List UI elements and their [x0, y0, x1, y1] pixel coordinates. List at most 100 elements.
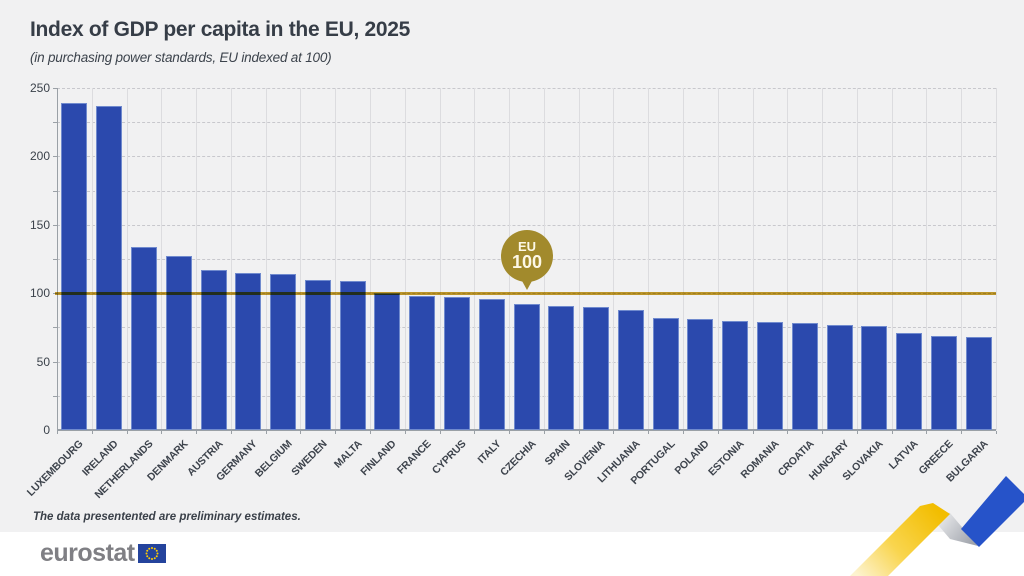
x-tick: [787, 431, 789, 434]
x-tick: [474, 431, 476, 434]
x-tick: [404, 431, 406, 434]
bar-bulgaria: [965, 336, 992, 430]
x-tick: [613, 431, 615, 434]
x-tick: [683, 431, 684, 434]
y-tick: [53, 190, 57, 192]
bar-latvia: [896, 332, 923, 430]
badge-label-eu: EU: [517, 238, 537, 254]
bar-france: [409, 295, 436, 430]
y-axis-line: [57, 88, 58, 430]
x-tick: [91, 431, 93, 434]
x-tick: [57, 431, 58, 434]
bar-poland: [687, 319, 714, 430]
bar-belgium: [270, 274, 297, 430]
x-tick: [926, 431, 928, 434]
x-axis-line: [57, 429, 996, 431]
badge-label-100: 100: [511, 252, 543, 273]
x-tick: [196, 431, 198, 434]
gridline-vertical: [787, 88, 789, 430]
eu-flag-star: [153, 547, 156, 550]
x-tick: [891, 431, 893, 434]
gridline-vertical: [265, 88, 267, 430]
bar-croatia: [791, 323, 818, 430]
y-axis-label: 150: [29, 217, 50, 232]
y-axis-label: 50: [36, 354, 50, 369]
x-tick: [370, 431, 371, 434]
gridline-vertical: [683, 88, 684, 430]
x-tick: [543, 431, 545, 434]
bar-netherlands: [130, 246, 157, 430]
eu-reference-line: [55, 292, 996, 296]
x-tick: [822, 431, 824, 434]
bar-lithuania: [617, 309, 644, 430]
eu-flag-icon: [137, 543, 166, 563]
eu-flag-star: [156, 552, 159, 554]
x-tick: [335, 431, 337, 434]
x-tick: [126, 431, 128, 434]
eu-flag-star: [145, 549, 148, 552]
gridline-horizontal: [57, 122, 996, 124]
gridline-horizontal: [57, 224, 996, 226]
bar-romania: [756, 321, 783, 430]
gridline-vertical: [822, 88, 824, 430]
bar-germany: [235, 272, 262, 430]
gridline-horizontal: [57, 156, 996, 158]
gridline-vertical: [996, 88, 997, 430]
eu-flag-star: [150, 546, 153, 549]
bar-malta: [339, 280, 366, 430]
eu-flag-star: [147, 556, 150, 559]
gridline-vertical: [230, 88, 232, 430]
gridline-vertical: [439, 88, 441, 430]
x-tick: [717, 431, 719, 434]
x-tick: [509, 431, 511, 434]
eu-flag-star: [147, 547, 150, 550]
gridline-vertical: [856, 88, 858, 430]
gridline-vertical: [370, 88, 371, 430]
page-subtitle: (in purchasing power standards, EU index…: [30, 50, 332, 65]
gridline-vertical: [335, 88, 337, 430]
bar-luxembourg: [61, 103, 88, 430]
bar-finland: [374, 293, 401, 430]
eu-100-badge: EU 100: [501, 230, 553, 292]
y-tick: [53, 224, 57, 226]
bar-cyprus: [443, 297, 470, 430]
bar-austria: [200, 269, 227, 430]
gridline-vertical: [613, 88, 615, 430]
bar-italy: [478, 298, 505, 430]
bar-slovenia: [583, 306, 610, 430]
gridline-vertical: [926, 88, 928, 430]
badge-circle: EU 100: [501, 230, 553, 282]
x-tick: [230, 431, 232, 434]
bar-slovakia: [861, 326, 888, 430]
eu-flag-star: [153, 556, 156, 559]
eu-flag-star: [145, 552, 148, 554]
bar-sweden: [304, 279, 331, 430]
y-axis-label: 250: [29, 81, 50, 95]
footnote: The data presentented are preliminary es…: [33, 511, 301, 523]
gridline-vertical: [126, 88, 128, 430]
bar-greece: [930, 335, 957, 430]
y-axis-label: 100: [29, 286, 50, 301]
y-tick: [53, 395, 57, 397]
x-tick: [996, 431, 997, 434]
x-tick: [961, 431, 963, 434]
gridline-vertical: [161, 88, 163, 430]
eu-flag-star: [150, 557, 153, 560]
gridline-vertical: [578, 88, 580, 430]
eu-flag-star: [145, 554, 148, 557]
y-tick: [53, 156, 57, 158]
y-tick: [53, 361, 57, 363]
x-tick: [439, 431, 441, 434]
x-tick: [648, 431, 650, 434]
y-axis-label: 200: [29, 149, 50, 164]
eu-flag-star: [155, 549, 158, 552]
page-title: Index of GDP per capita in the EU, 2025: [30, 18, 411, 41]
x-tick: [300, 431, 302, 434]
gridline-vertical: [717, 88, 719, 430]
gridline-horizontal: [57, 88, 996, 89]
bar-czechia: [513, 304, 540, 430]
gridline-vertical: [196, 88, 198, 430]
bar-spain: [548, 305, 575, 430]
gridline-vertical: [91, 88, 93, 430]
